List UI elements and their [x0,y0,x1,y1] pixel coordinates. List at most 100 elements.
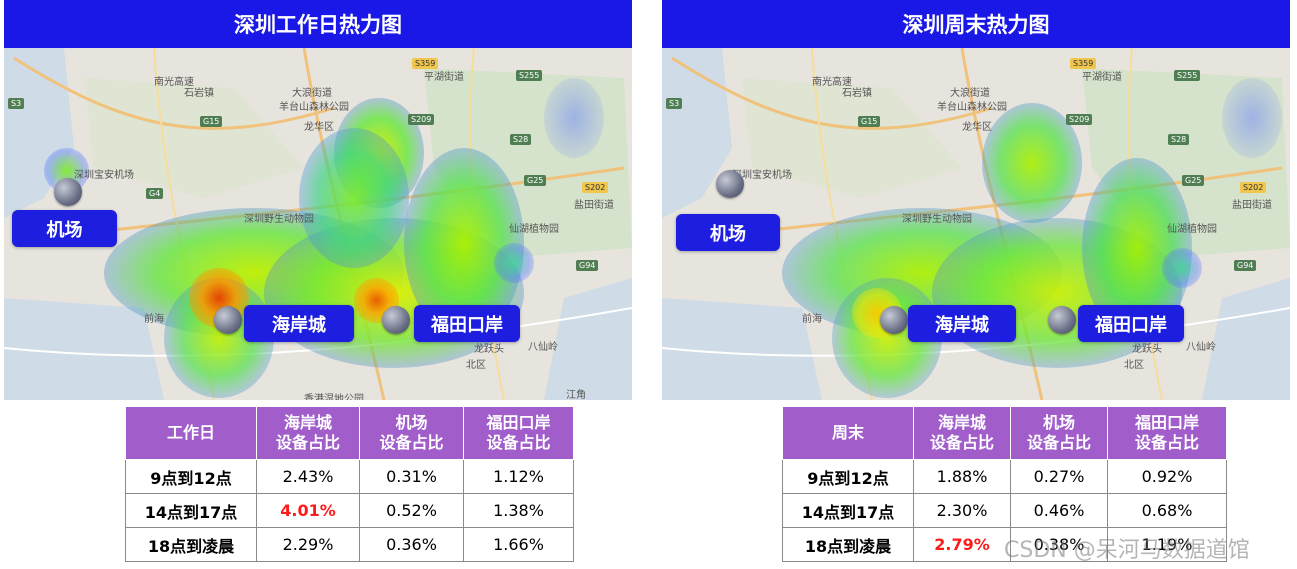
map-label: 香港湿地公园 [304,394,364,400]
highway-shield: S209 [1066,114,1093,125]
map-label: 深圳野生动物园 [244,214,314,225]
highway-shield: S359 [412,58,439,69]
map-label: 南光高速 [154,77,194,88]
highway-shield: G15 [200,116,223,127]
table-cell: 0.68% [1107,493,1227,528]
map-label: 南光高速 [812,77,852,88]
table-cell-highlight: 2.79% [913,527,1011,562]
highway-shield: S359 [1070,58,1097,69]
workday-panel: 深圳工作日热力图 南光高速 石岩镇 大浪街道 羊台山森林 [4,0,632,400]
airport-pin-icon[interactable] [54,178,82,206]
futian-callout[interactable]: 福田口岸 [414,305,520,342]
panel-title: 深圳工作日热力图 [4,0,632,48]
row-label: 18点到凌晨 [782,527,914,562]
heatmap-map[interactable]: 南光高速 石岩镇 大浪街道 羊台山森林公园 龙华区 平湖街道 深圳宝安机场 深圳… [662,48,1290,400]
highway-shield: G15 [858,116,881,127]
haian-pin-icon[interactable] [880,306,908,334]
table-cell: 0.38% [1010,527,1108,562]
table-cell: 1.12% [463,459,574,494]
map-label: 羊台山森林公园 [279,102,349,113]
table-header: 福田口岸 设备占比 [1107,406,1227,460]
table-row: 18点到凌晨 2.29% 0.36% 1.66% [125,527,574,562]
airport-pin-icon[interactable] [716,170,744,198]
futian-callout[interactable]: 福田口岸 [1078,305,1184,342]
highway-shield: S3 [666,98,683,109]
map-label: 龙跃头 [1132,344,1162,355]
table-header: 机场 设备占比 [1010,406,1108,460]
table-cell: 1.19% [1107,527,1227,562]
map-label: 羊台山森林公园 [937,102,1007,113]
highway-shield: S28 [510,134,532,145]
map-label: 仙湖植物园 [1167,224,1217,235]
row-label: 18点到凌晨 [125,527,257,562]
map-label: 盐田街道 [574,200,614,211]
table-header: 机场 设备占比 [359,406,464,460]
table-cell: 0.36% [359,527,464,562]
table-cell: 0.46% [1010,493,1108,528]
highway-shield: G94 [1234,260,1257,271]
map-label: 仙湖植物园 [509,224,559,235]
map-label: 盐田街道 [1232,200,1272,211]
table-header: 周末 [782,406,914,460]
map-label: 龙华区 [304,122,334,133]
map-label: 江角 [566,390,586,400]
watermark: CSDN @呆河马数据道馆 [1004,538,1250,563]
highway-shield: S209 [408,114,435,125]
table-cell: 2.29% [256,527,360,562]
table-row: 14点到17点 2.30% 0.46% 0.68% [782,493,1227,528]
table-header: 海岸城 设备占比 [913,406,1011,460]
table-header: 海岸城 设备占比 [256,406,360,460]
highway-shield: G94 [576,260,599,271]
haian-pin-icon[interactable] [214,306,242,334]
highway-shield: S202 [1240,182,1267,193]
row-label: 9点到12点 [125,459,257,494]
table-cell: 0.27% [1010,459,1108,494]
highway-shield: S255 [1174,70,1201,81]
table-cell: 0.52% [359,493,464,528]
table-row: 14点到17点 4.01% 0.52% 1.38% [125,493,574,528]
map-label: 深圳野生动物园 [902,214,972,225]
highway-shield: S28 [1168,134,1190,145]
airport-callout[interactable]: 机场 [12,210,117,247]
highway-shield: S202 [582,182,609,193]
map-label: 大浪街道 [950,88,990,99]
row-label: 14点到17点 [125,493,257,528]
futian-pin-icon[interactable] [382,306,410,334]
table-row: 18点到凌晨 2.79% 0.38% 1.19% [782,527,1227,562]
table-cell: 2.43% [256,459,360,494]
map-label: 前海 [144,314,164,325]
table-cell: 1.38% [463,493,574,528]
table-cell: 0.31% [359,459,464,494]
highway-shield: G25 [1182,175,1205,186]
table-header: 福田口岸 设备占比 [463,406,574,460]
table-header: 工作日 [125,406,257,460]
highway-shield: S3 [8,98,25,109]
map-label: 北区 [1124,360,1144,371]
map-label: 平湖街道 [424,72,464,83]
map-label: 八仙岭 [1186,342,1216,353]
table-cell: 1.88% [913,459,1011,494]
table-cell: 2.30% [913,493,1011,528]
map-label: 龙华区 [962,122,992,133]
map-label: 石岩镇 [842,88,872,99]
highway-shield: S255 [516,70,543,81]
map-label: 深圳宝安机场 [74,170,134,181]
weekend-panel: 深圳周末热力图 南光高速 石岩镇 大浪街道 羊台山森林公园 龙华区 平湖街道 深… [662,0,1290,400]
table-cell: 1.66% [463,527,574,562]
airport-callout[interactable]: 机场 [676,214,780,251]
highway-shield: G4 [146,188,164,199]
map-label: 前海 [802,314,822,325]
highway-shield: G25 [524,175,547,186]
table-row: 9点到12点 2.43% 0.31% 1.12% [125,459,574,494]
futian-pin-icon[interactable] [1048,306,1076,334]
haian-callout[interactable]: 海岸城 [908,305,1016,342]
heatmap-map[interactable]: 南光高速 石岩镇 大浪街道 羊台山森林公园 龙华区 平湖街道 深圳宝安机场 深圳… [4,48,632,400]
map-label: 石岩镇 [184,88,214,99]
table-row: 9点到12点 1.88% 0.27% 0.92% [782,459,1227,494]
map-label: 平湖街道 [1082,72,1122,83]
row-label: 9点到12点 [782,459,914,494]
weekend-stats-table: 周末 海岸城 设备占比 机场 设备占比 福田口岸 设备占比 9点到12点 1.88% … [782,406,1227,562]
haian-callout[interactable]: 海岸城 [244,305,354,342]
row-label: 14点到17点 [782,493,914,528]
map-label: 龙跃头 [474,344,504,355]
